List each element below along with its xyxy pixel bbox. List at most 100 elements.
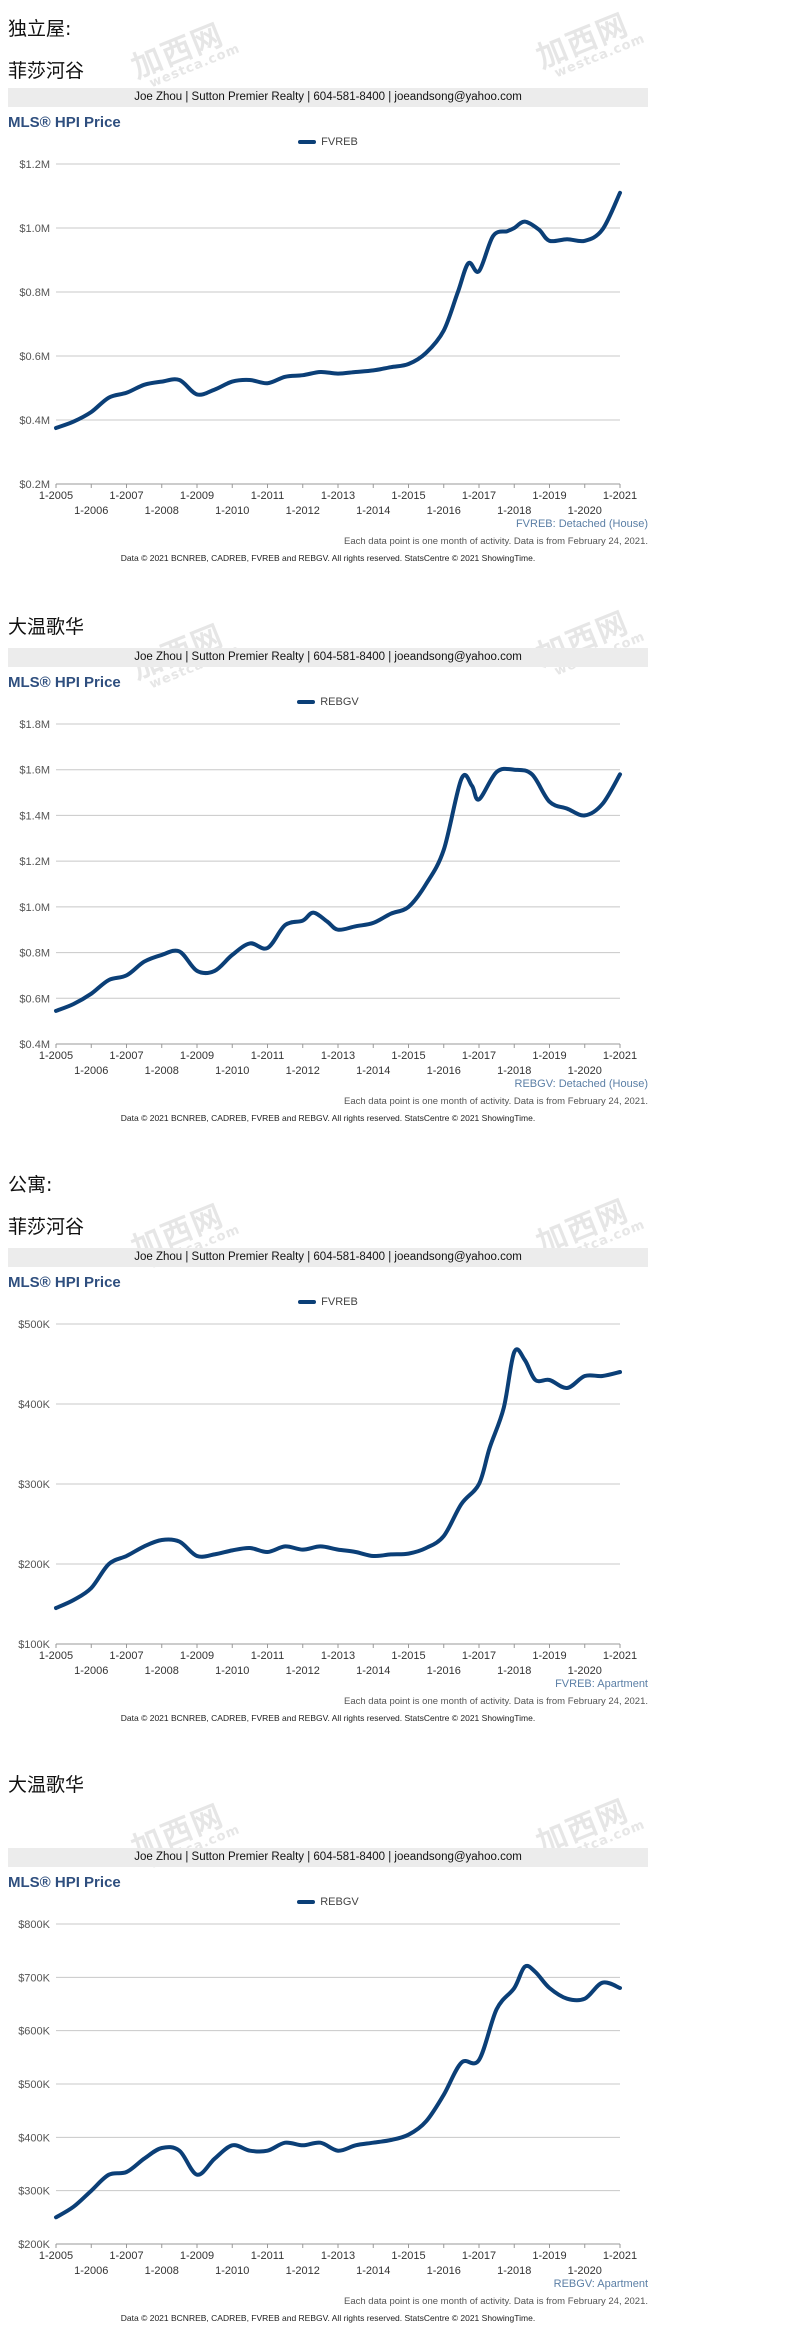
x-tick-label: 1-2019 <box>532 1650 566 1662</box>
data-note: Each data point is one month of activity… <box>344 1696 648 1707</box>
x-tick-label: 1-2016 <box>427 2265 461 2277</box>
x-tick-label: 1-2015 <box>391 1050 425 1062</box>
x-tick-label: 1-2021 <box>603 2250 637 2262</box>
contact-bar: Joe Zhou | Sutton Premier Realty | 604-5… <box>8 88 648 107</box>
x-tick-label: 1-2019 <box>532 1050 566 1062</box>
legend-label: REBGV <box>320 1896 359 1908</box>
copyright-text: Data © 2021 BCNREB, CADREB, FVREB and RE… <box>120 2313 536 2323</box>
y-tick-label: $300K <box>18 1479 50 1491</box>
x-tick-label: 1-2009 <box>180 490 214 502</box>
copyright-text: Data © 2021 BCNREB, CADREB, FVREB and RE… <box>120 1113 536 1123</box>
x-tick-label: 1-2021 <box>603 1650 637 1662</box>
x-tick-label: 1-2020 <box>568 1065 602 1077</box>
data-note: Each data point is one month of activity… <box>344 2296 648 2307</box>
x-tick-label: 1-2011 <box>251 2250 284 2262</box>
y-tick-label: $0.8M <box>19 287 50 299</box>
panel-subheading-3: 菲莎河谷 <box>8 1216 85 1238</box>
x-tick-label: 1-2008 <box>145 2265 179 2277</box>
x-tick-label: 1-2010 <box>215 1065 249 1077</box>
y-tick-label: $400K <box>18 2132 50 2144</box>
x-tick-label: 1-2020 <box>568 505 602 517</box>
x-tick-label: 1-2011 <box>251 1050 284 1062</box>
section-heading-detached: 独立屋: <box>8 18 72 40</box>
chart-panel: Joe Zhou | Sutton Premier Realty | 604-5… <box>8 648 648 1128</box>
x-tick-label: 1-2013 <box>321 2250 355 2262</box>
legend-swatch <box>297 1900 316 1905</box>
x-tick-label: 1-2014 <box>356 1065 390 1077</box>
panel-subheading-4: 大温歌华 <box>8 1774 85 1796</box>
chart-panel: Joe Zhou | Sutton Premier Realty | 604-5… <box>8 88 648 568</box>
x-tick-label: 1-2012 <box>286 2265 320 2277</box>
x-tick-label: 1-2021 <box>603 1050 637 1062</box>
x-tick-label: 1-2020 <box>568 2265 602 2277</box>
x-tick-label: 1-2014 <box>356 505 390 517</box>
x-tick-label: 1-2007 <box>109 1050 143 1062</box>
chart-title: MLS® HPI Price <box>8 1874 121 1891</box>
x-tick-label: 1-2013 <box>321 1650 355 1662</box>
x-tick-label: 1-2016 <box>427 1665 461 1677</box>
y-tick-label: $1.0M <box>19 902 50 914</box>
line-chart: $0.4M $0.6M $0.8M $1.0M $1.2M $1.4M $1.6M $1.8M… <box>19 719 637 1077</box>
y-tick-label: $0.6M <box>19 993 50 1005</box>
x-tick-label: 1-2019 <box>532 2250 566 2262</box>
y-tick-label: $800K <box>18 1919 50 1931</box>
x-tick-label: 1-2013 <box>321 1050 355 1062</box>
chart-legend: FVREB <box>8 1296 648 1308</box>
line-chart: $200K $300K $400K $500K $600K $700K $800K 1-200… <box>18 1919 637 2277</box>
y-tick-label: $400K <box>18 1399 50 1411</box>
x-tick-label: 1-2017 <box>462 1650 496 1662</box>
x-tick-label: 1-2018 <box>497 1065 531 1077</box>
contact-bar: Joe Zhou | Sutton Premier Realty | 604-5… <box>8 648 648 667</box>
x-tick-label: 1-2017 <box>462 490 496 502</box>
copyright-text: Data © 2021 BCNREB, CADREB, FVREB and RE… <box>120 1713 536 1723</box>
series-line <box>54 1347 622 1610</box>
contact-bar: Joe Zhou | Sutton Premier Realty | 604-5… <box>8 1848 648 1867</box>
series-line <box>54 766 622 1013</box>
legend-swatch <box>298 140 317 145</box>
chart-legend: FVREB <box>8 136 648 148</box>
copyright-text: Data © 2021 BCNREB, CADREB, FVREB and RE… <box>120 553 536 563</box>
legend-swatch <box>297 700 316 705</box>
y-tick-label: $200K <box>18 2239 50 2251</box>
x-tick-label: 1-2008 <box>145 1065 179 1077</box>
x-tick-label: 1-2014 <box>356 1665 390 1677</box>
chart-panel: Joe Zhou | Sutton Premier Realty | 604-5… <box>8 1248 648 1728</box>
chart-title: MLS® HPI Price <box>8 114 121 131</box>
x-tick-label: 1-2006 <box>74 505 108 517</box>
x-tick-label: 1-2012 <box>286 1665 320 1677</box>
x-tick-label: 1-2013 <box>321 490 355 502</box>
x-tick-label: 1-2005 <box>39 1650 73 1662</box>
series-source-label: REBGV: Detached (House) <box>514 1078 648 1090</box>
contact-bar: Joe Zhou | Sutton Premier Realty | 604-5… <box>8 1248 648 1267</box>
y-tick-label: $0.8M <box>19 948 50 960</box>
series-line <box>54 190 622 430</box>
x-tick-label: 1-2016 <box>427 1065 461 1077</box>
legend-label: FVREB <box>321 1296 358 1308</box>
section-heading-apartment: 公寓: <box>8 1174 53 1196</box>
chart-panel: Joe Zhou | Sutton Premier Realty | 604-5… <box>8 1848 648 2328</box>
x-tick-label: 1-2009 <box>180 2250 214 2262</box>
y-tick-label: $100K <box>18 1639 50 1651</box>
legend-label: REBGV <box>320 696 359 708</box>
x-tick-label: 1-2005 <box>39 2250 73 2262</box>
x-tick-label: 1-2021 <box>603 490 637 502</box>
x-tick-label: 1-2019 <box>532 490 566 502</box>
y-tick-label: $0.4M <box>19 415 50 427</box>
x-tick-label: 1-2007 <box>109 1650 143 1662</box>
x-tick-label: 1-2008 <box>145 1665 179 1677</box>
y-tick-label: $1.6M <box>19 765 50 777</box>
panel-subheading-1: 菲莎河谷 <box>8 60 85 82</box>
panel-subheading-2: 大温歌华 <box>8 616 85 638</box>
chart-legend: REBGV <box>8 1896 648 1908</box>
x-tick-label: 1-2010 <box>215 505 249 517</box>
x-tick-label: 1-2018 <box>497 1665 531 1677</box>
y-tick-label: $1.4M <box>19 810 50 822</box>
x-tick-label: 1-2005 <box>39 490 73 502</box>
y-tick-label: $500K <box>18 2079 50 2091</box>
series-source-label: FVREB: Detached (House) <box>515 518 648 530</box>
series-source-label: REBGV: Apartment <box>553 2278 648 2290</box>
y-tick-label: $0.4M <box>19 1039 50 1051</box>
